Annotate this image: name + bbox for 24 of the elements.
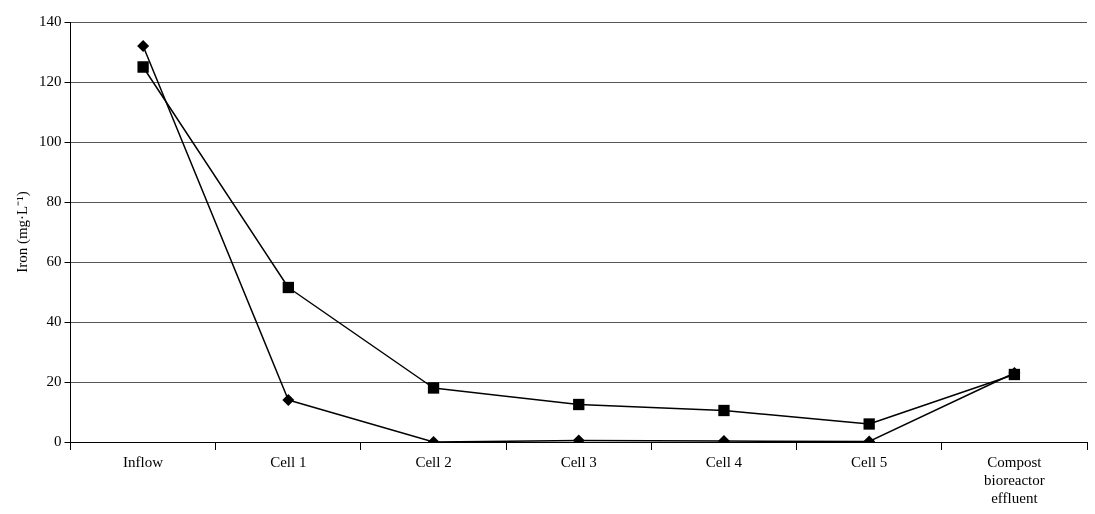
point xyxy=(282,394,295,406)
point xyxy=(137,40,150,52)
y-tick-label: 20 xyxy=(46,372,62,389)
x-tick-label: Cell 5 xyxy=(851,453,888,470)
x-tick-label: Cell 1 xyxy=(270,453,307,470)
y-tick-label: 100 xyxy=(39,132,62,149)
x-tick-label: Inflow xyxy=(123,453,164,470)
y-axis-title: Iron (mg·L⁻¹) xyxy=(13,191,31,273)
y-tick-label: 120 xyxy=(39,72,62,89)
point xyxy=(282,281,294,294)
x-tick-label: Cell 3 xyxy=(560,453,597,470)
x-tick-label: Cell 2 xyxy=(415,453,452,470)
y-tick-label: 40 xyxy=(46,312,62,329)
point xyxy=(863,418,875,430)
y-tick-label: 0 xyxy=(54,432,62,449)
x-tick-label: Compost bioreactor effluent xyxy=(983,453,1045,506)
point xyxy=(718,404,730,417)
point xyxy=(137,61,149,73)
point xyxy=(573,398,585,411)
y-tick-label: 60 xyxy=(46,252,62,269)
y-tick-label: 140 xyxy=(39,12,62,29)
y-tick-label: 80 xyxy=(46,192,62,209)
x-tick-label: Cell 4 xyxy=(705,453,743,470)
point xyxy=(427,382,440,394)
